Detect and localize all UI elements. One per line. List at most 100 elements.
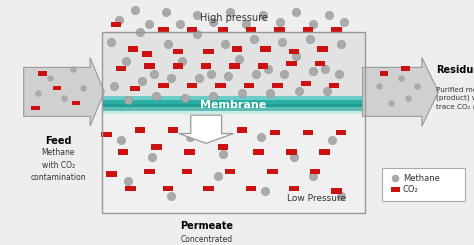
Bar — [116, 66, 126, 71]
Bar — [144, 63, 155, 69]
Bar — [225, 169, 235, 174]
Bar — [319, 149, 330, 155]
Bar — [315, 61, 325, 66]
Bar — [151, 144, 162, 150]
Bar — [125, 186, 136, 191]
Bar — [130, 86, 140, 91]
Bar — [289, 49, 299, 54]
Bar — [253, 149, 264, 155]
Bar — [187, 27, 197, 32]
Bar — [246, 186, 256, 191]
Bar — [317, 46, 328, 52]
Bar — [246, 27, 256, 32]
Bar — [158, 27, 169, 32]
Bar — [163, 186, 173, 191]
Bar — [244, 83, 254, 88]
Text: Low Pressure: Low Pressure — [287, 194, 346, 203]
Bar — [303, 130, 313, 135]
Bar — [102, 113, 365, 114]
Bar — [310, 169, 320, 174]
Bar — [218, 144, 228, 150]
Bar — [237, 127, 247, 133]
Bar — [111, 22, 121, 27]
Bar — [401, 66, 410, 71]
Bar — [203, 49, 214, 54]
Bar — [173, 63, 183, 69]
Bar — [53, 86, 61, 90]
Bar — [102, 102, 365, 103]
Bar — [260, 46, 271, 52]
Bar — [331, 27, 342, 32]
Text: Concentrated
CO₂ + methane (loss): Concentrated CO₂ + methane (loss) — [165, 235, 247, 245]
Bar — [102, 104, 365, 105]
Bar — [102, 110, 365, 111]
Bar — [218, 27, 228, 32]
Bar — [118, 149, 128, 155]
Bar — [289, 186, 299, 191]
Bar — [102, 108, 365, 109]
Bar — [258, 63, 268, 69]
Bar — [329, 83, 339, 88]
Bar — [336, 130, 346, 135]
Bar — [286, 149, 297, 155]
Bar — [128, 46, 138, 52]
Bar — [106, 171, 117, 177]
Bar — [102, 99, 365, 100]
Bar — [215, 83, 226, 88]
Bar — [267, 169, 278, 174]
Bar — [391, 187, 400, 192]
Bar — [102, 106, 365, 107]
Bar — [203, 186, 214, 191]
Bar — [173, 49, 183, 54]
Bar — [184, 149, 195, 155]
Bar — [270, 130, 280, 135]
Bar — [102, 107, 365, 108]
Text: Methane
with CO₂
contamination: Methane with CO₂ contamination — [30, 148, 86, 182]
Bar — [144, 169, 155, 174]
Text: Residue: Residue — [436, 65, 474, 75]
Bar — [102, 100, 365, 101]
Text: Methane: Methane — [403, 174, 440, 183]
FancyBboxPatch shape — [382, 168, 465, 201]
Bar — [286, 61, 297, 66]
Bar — [158, 83, 169, 88]
Bar — [102, 114, 365, 213]
Bar — [142, 51, 152, 57]
Bar — [187, 83, 197, 88]
Bar — [201, 127, 211, 133]
Bar — [380, 71, 388, 76]
Polygon shape — [179, 115, 233, 143]
Bar — [301, 81, 311, 86]
Bar — [135, 127, 145, 133]
Text: CO₂: CO₂ — [403, 185, 419, 194]
Bar — [102, 96, 365, 97]
Bar — [101, 132, 112, 137]
Bar — [182, 169, 192, 174]
Polygon shape — [24, 58, 104, 126]
Text: High pressure: High pressure — [200, 13, 267, 23]
Text: Membrane: Membrane — [201, 100, 266, 110]
Polygon shape — [363, 58, 438, 126]
Bar — [102, 32, 365, 213]
Bar — [274, 27, 285, 32]
Bar — [331, 188, 342, 194]
Bar — [232, 46, 242, 52]
Bar — [168, 127, 178, 133]
Bar — [102, 105, 365, 106]
Bar — [303, 27, 313, 32]
Bar — [102, 32, 365, 96]
Text: Permeate: Permeate — [180, 220, 233, 231]
Bar — [72, 101, 80, 105]
Text: Feed: Feed — [45, 136, 71, 146]
Bar — [102, 109, 365, 110]
Bar — [38, 71, 47, 76]
Bar — [229, 63, 240, 69]
Text: Purified methane
(product) with
trace CO₂ (<spec): Purified methane (product) with trace CO… — [436, 87, 474, 110]
Bar — [102, 101, 365, 102]
Bar — [102, 103, 365, 104]
Bar — [31, 106, 40, 110]
Bar — [102, 111, 365, 112]
Bar — [201, 63, 211, 69]
Bar — [102, 112, 365, 113]
Bar — [272, 83, 283, 88]
